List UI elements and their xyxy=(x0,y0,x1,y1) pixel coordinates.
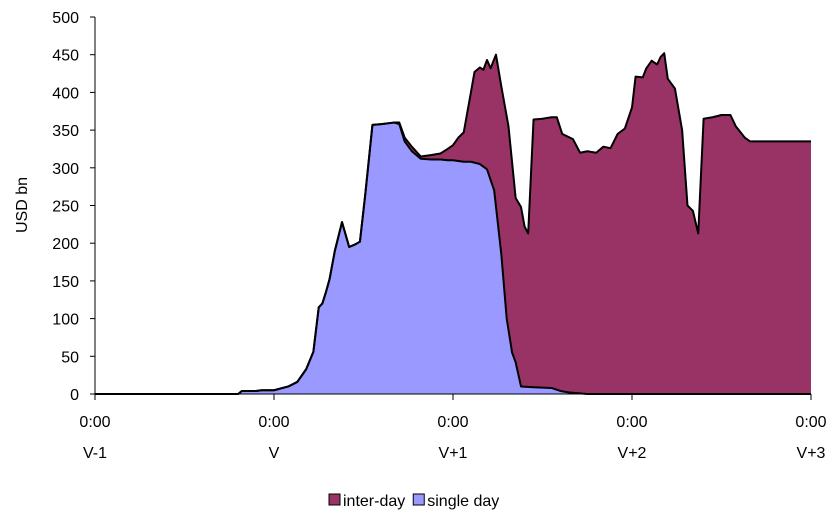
y-tick-label: 300 xyxy=(52,161,79,178)
x-tick-label-day: V-1 xyxy=(83,445,107,462)
legend-label-single-day: single day xyxy=(427,493,499,510)
y-tick-label: 350 xyxy=(52,123,79,140)
x-tick-label-time: 0:00 xyxy=(79,414,110,431)
x-tick-label-day: V+3 xyxy=(797,445,826,462)
x-tick-label-time: 0:00 xyxy=(795,414,826,431)
x-tick-label-day: V+2 xyxy=(618,445,647,462)
outline-single-day xyxy=(95,121,811,395)
y-tick-label: 150 xyxy=(52,274,79,291)
y-axis-label: USD bn xyxy=(14,177,31,233)
y-tick-label: 250 xyxy=(52,199,79,216)
axes: 0 50 100 150 200 250 300 350 400 450 500 0:00 V-1 0:0… xyxy=(52,10,826,462)
plot-area xyxy=(95,52,811,395)
x-tick-label-day: V+1 xyxy=(439,445,468,462)
legend-swatch-single-day xyxy=(412,493,425,506)
x-tick-label-time: 0:00 xyxy=(437,414,468,431)
y-tick-label: 400 xyxy=(52,85,79,102)
area-single-day xyxy=(95,122,811,394)
y-tick-label: 200 xyxy=(52,236,79,253)
y-tick-label: 100 xyxy=(52,312,79,329)
y-tick-label: 450 xyxy=(52,48,79,65)
x-tick-label-day: V xyxy=(269,445,280,462)
x-tick-label-time: 0:00 xyxy=(258,414,289,431)
legend-label-inter-day: inter-day xyxy=(343,493,405,510)
x-tick-label-time: 0:00 xyxy=(616,414,647,431)
y-tick-label: 0 xyxy=(70,387,79,404)
legend: inter-day single day xyxy=(328,493,499,510)
y-tick-label: 50 xyxy=(61,349,79,366)
legend-swatch-inter-day xyxy=(328,493,341,506)
y-tick-label: 500 xyxy=(52,10,79,27)
